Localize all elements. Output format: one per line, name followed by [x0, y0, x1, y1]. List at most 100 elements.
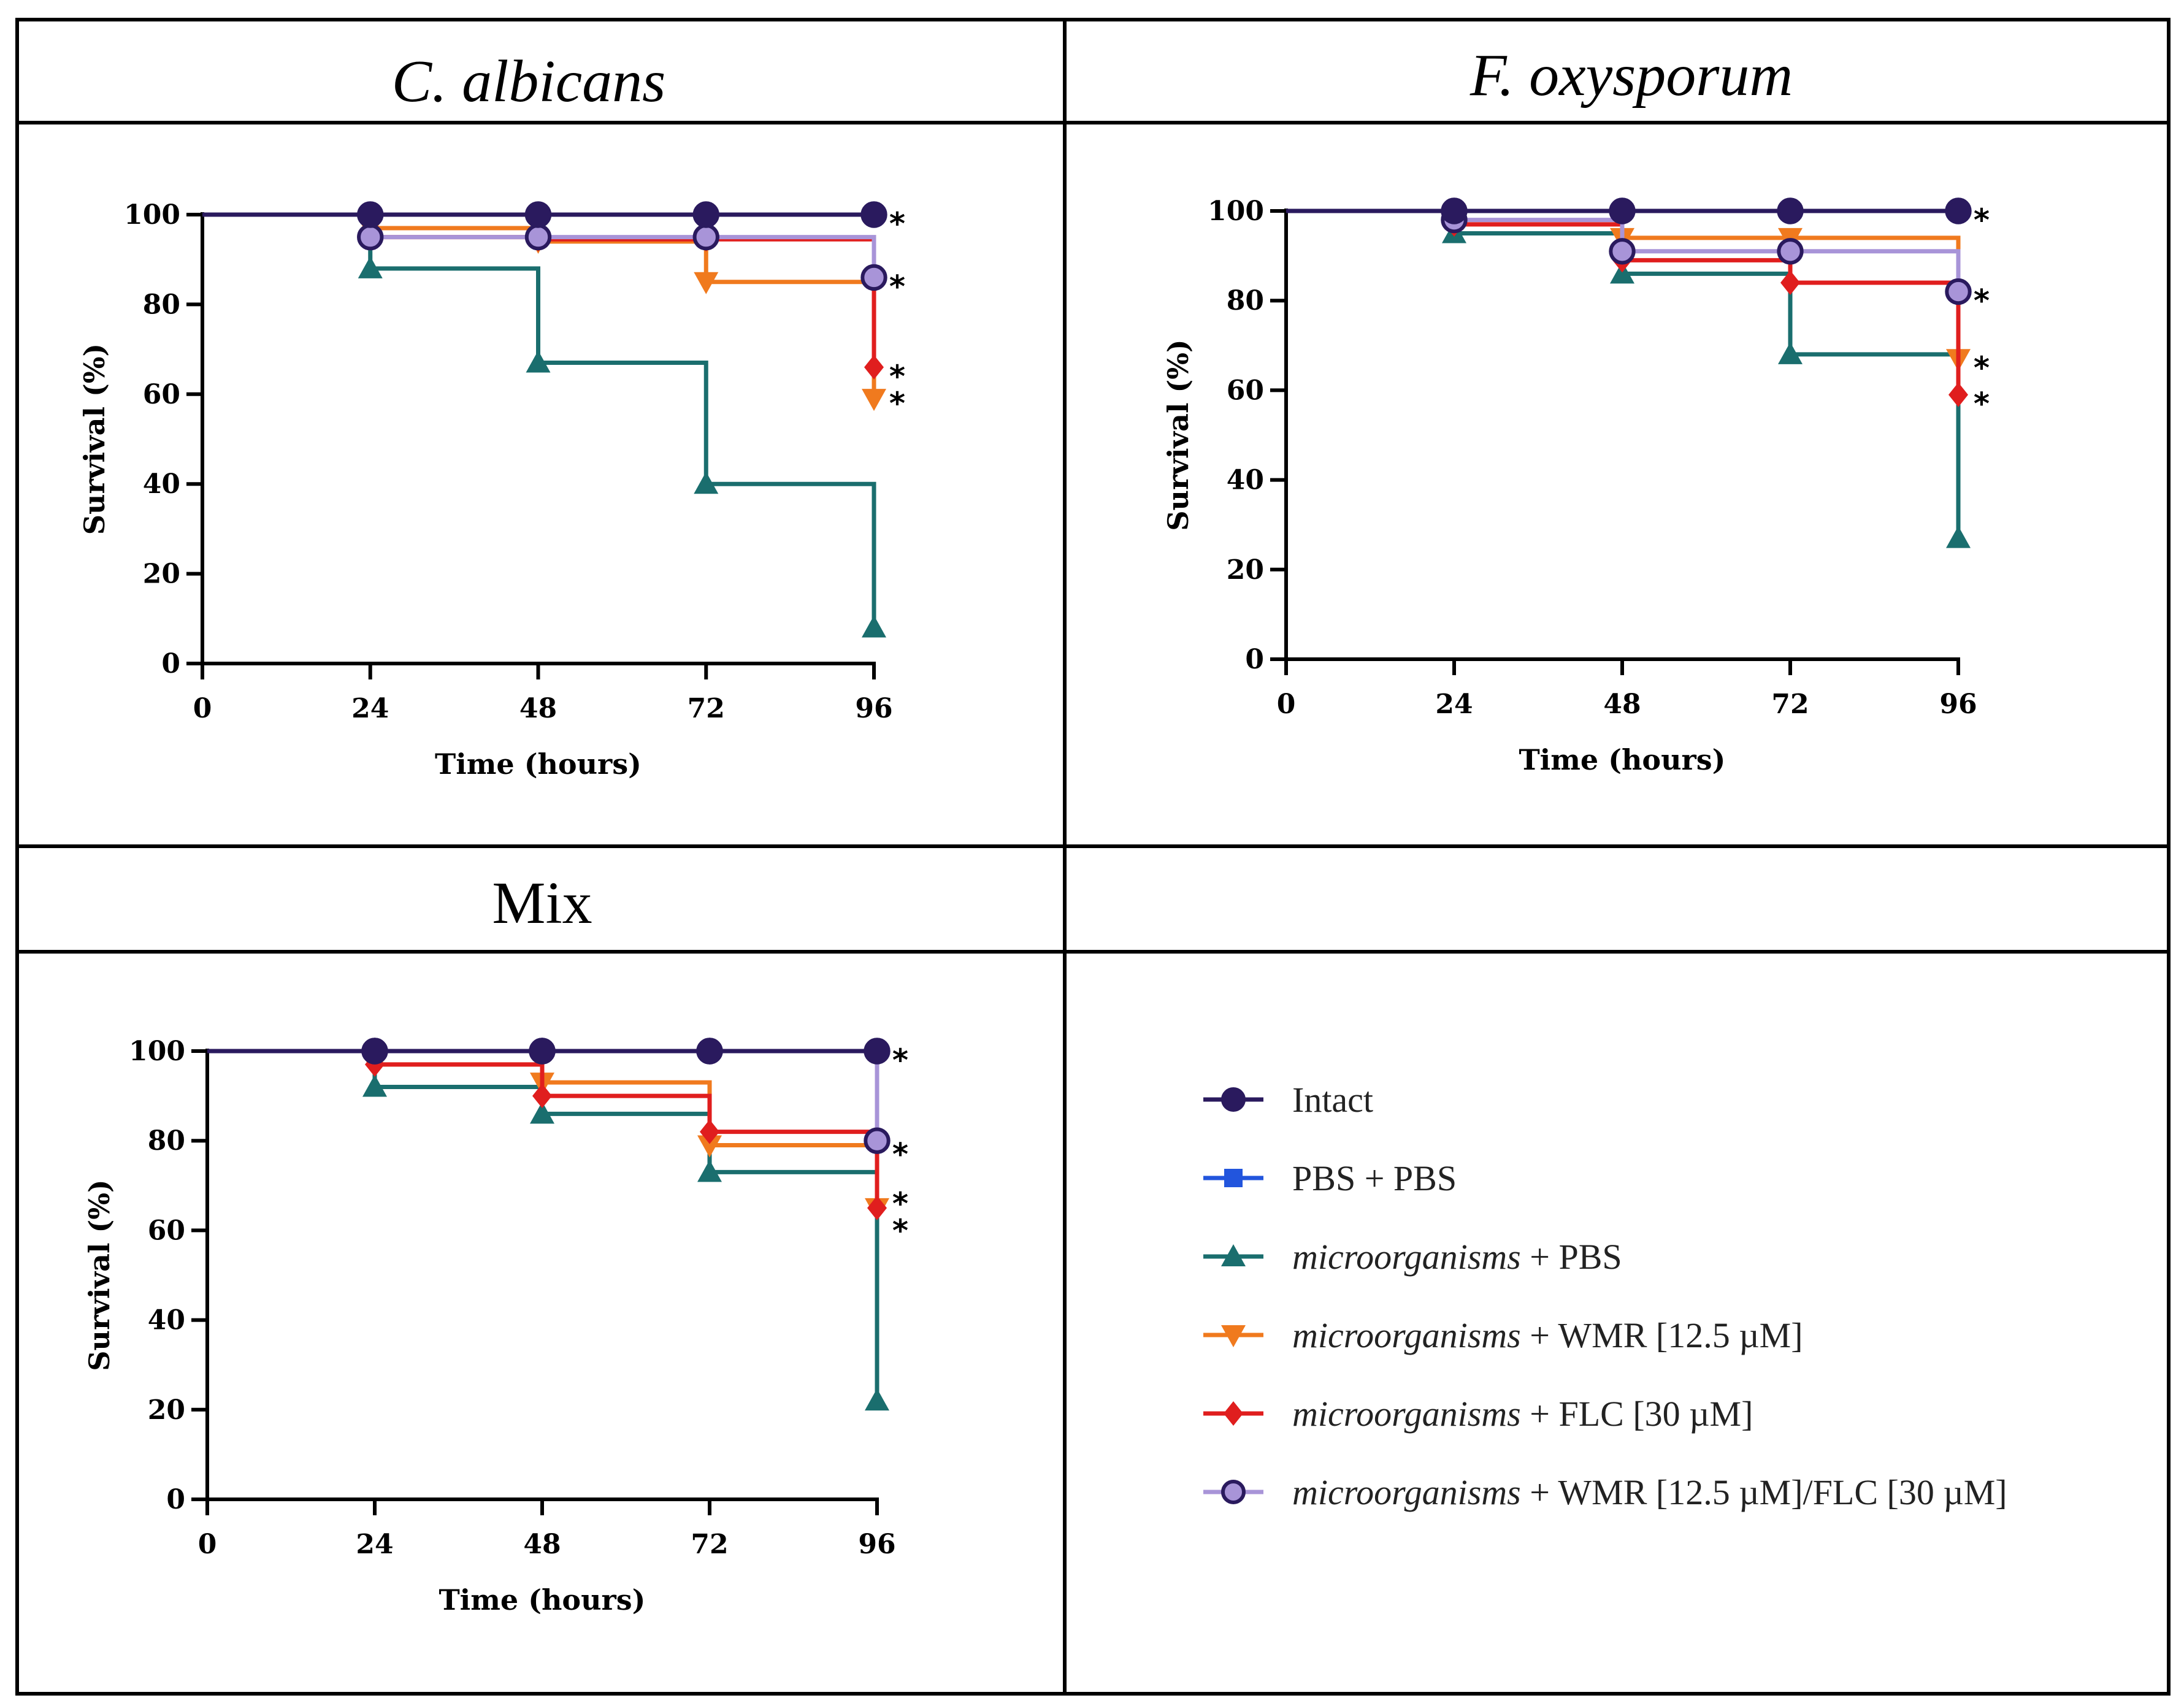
x-tick-label: 96	[1939, 689, 1977, 720]
data-point-intact	[860, 201, 887, 228]
data-point-micro_pbs	[694, 472, 719, 494]
x-tick-label: 0	[1277, 689, 1296, 720]
legend-label-text: PBS + PBS	[1292, 1158, 1457, 1198]
data-point-micro_wmr_flc	[692, 223, 719, 251]
y-tick-label: 80	[148, 1125, 185, 1157]
legend-label: microorganisms + FLC [30 µM]	[1292, 1394, 1753, 1434]
y-tick-label: 100	[1208, 196, 1264, 227]
x-tick-label: 72	[688, 693, 725, 724]
data-point-micro_pbs	[865, 1388, 889, 1411]
legend-square-icon	[1224, 1169, 1243, 1187]
legend-label-italic: microorganisms	[1292, 1315, 1521, 1355]
data-point-micro_flc	[532, 1084, 552, 1109]
legend-label-text: Intact	[1292, 1080, 1373, 1120]
legend-triangle-down-icon	[1221, 1325, 1246, 1347]
y-tick-label: 0	[161, 648, 180, 679]
x-axis-label: Time (hours)	[439, 1583, 646, 1616]
legend-item-micro_wmr: microorganisms + WMR [12.5 µM]	[1203, 1315, 1803, 1355]
data-point-micro_pbs	[358, 256, 383, 278]
panel-title-0: C. albicans	[392, 48, 665, 115]
data-point-micro_pbs	[530, 1101, 554, 1124]
significance-star: *	[1974, 350, 1990, 386]
legend-label: microorganisms + WMR [12.5 µM]/FLC [30 µ…	[1292, 1472, 2007, 1512]
chart-2: 0 20 40 60 80 100 0 24 48 72 96 Time (hours) Surviva…	[83, 1036, 908, 1616]
x-axis-label: Time (hours)	[1519, 743, 1726, 776]
legend-label-italic: microorganisms	[1292, 1472, 1521, 1512]
y-axis-label: Survival (%)	[83, 1179, 116, 1371]
series-intact	[1286, 197, 1972, 224]
significance-star: *	[892, 1186, 908, 1222]
significance-star: *	[889, 386, 905, 421]
x-tick-label: 0	[193, 693, 212, 724]
y-tick-label: 80	[143, 289, 180, 320]
legend-item-micro_flc: microorganisms + FLC [30 µM]	[1203, 1394, 1753, 1434]
legend-item-micro_wmr_flc: microorganisms + WMR [12.5 µM]/FLC [30 µ…	[1203, 1472, 2007, 1512]
panel-titles: C. albicans F. oxysporum Mix	[392, 42, 1793, 936]
x-tick-label: 72	[1771, 689, 1809, 720]
data-point-micro_flc	[864, 354, 884, 380]
legend-label-text: + PBS	[1521, 1237, 1622, 1277]
x-tick-label: 96	[858, 1529, 895, 1560]
legend-triangle-up-icon	[1221, 1244, 1246, 1266]
legend-label-italic: microorganisms	[1292, 1394, 1521, 1434]
y-tick-label: 80	[1227, 285, 1264, 316]
y-axis-label: Survival (%)	[1162, 339, 1195, 530]
legend-label-text: + FLC [30 µM]	[1521, 1394, 1753, 1434]
x-tick-label: 24	[1435, 689, 1473, 720]
data-point-micro_wmr_flc	[1609, 238, 1636, 265]
y-tick-label: 60	[1227, 375, 1264, 406]
series-intact	[207, 1038, 891, 1065]
data-point-micro_flc	[867, 1195, 887, 1220]
data-point-micro_pbs	[526, 350, 551, 373]
data-point-micro_wmr_flc	[1777, 238, 1804, 265]
data-point-micro_pbs	[697, 1160, 722, 1182]
x-tick-label: 24	[351, 693, 389, 724]
legend-label-italic: microorganisms	[1292, 1237, 1521, 1277]
legend-item-micro_pbs: microorganisms + PBS	[1203, 1237, 1622, 1277]
y-tick-label: 100	[129, 1036, 185, 1067]
data-point-micro_pbs	[1946, 526, 1971, 548]
chart-1: 0 20 40 60 80 100 0 24 48 72 96 Time (hours) Surviva…	[1162, 196, 1990, 776]
series-intact	[202, 201, 887, 228]
significance-star: *	[1974, 386, 1990, 422]
x-tick-label: 24	[356, 1529, 393, 1560]
y-tick-label: 0	[1245, 644, 1264, 675]
y-tick-label: 40	[148, 1305, 185, 1336]
legend-label-text: + WMR [12.5 µM]	[1521, 1315, 1803, 1355]
legend-label: microorganisms + WMR [12.5 µM]	[1292, 1315, 1803, 1355]
data-point-micro_wmr_flc	[357, 223, 384, 251]
data-point-micro_flc	[1780, 270, 1800, 295]
significance-star: *	[892, 1042, 908, 1078]
chart-0: 0 20 40 60 80 100 0 24 48 72 96 Time (hours) Surviva…	[78, 199, 905, 781]
data-point-intact	[1609, 197, 1636, 224]
data-point-micro_pbs	[1778, 342, 1803, 364]
legend-item-pbs_pbs: PBS + PBS	[1203, 1158, 1457, 1198]
x-tick-label: 48	[1603, 689, 1641, 720]
data-point-intact	[1945, 197, 1972, 224]
y-tick-label: 60	[143, 379, 180, 410]
x-tick-label: 96	[855, 693, 892, 724]
legend-item-intact: Intact	[1203, 1080, 1373, 1120]
data-point-intact	[696, 1038, 723, 1065]
y-tick-label: 20	[143, 559, 180, 590]
legend-label: microorganisms + PBS	[1292, 1237, 1622, 1277]
panel-grid-frame	[15, 18, 2171, 1696]
x-tick-label: 48	[523, 1529, 561, 1560]
outer-border	[15, 18, 2171, 1696]
significance-star: *	[892, 1137, 908, 1172]
data-point-intact	[357, 201, 384, 228]
data-point-intact	[1441, 197, 1468, 224]
panel-title-2: Mix	[492, 870, 592, 936]
data-point-micro_wmr_flc	[864, 1127, 891, 1154]
data-point-intact	[1777, 197, 1804, 224]
y-tick-label: 60	[148, 1215, 185, 1246]
data-point-micro_wmr_flc	[1945, 278, 1972, 305]
data-point-micro_wmr	[862, 389, 886, 411]
data-point-micro_pbs	[862, 615, 886, 638]
significance-star: *	[892, 1213, 908, 1249]
x-tick-label: 0	[198, 1529, 217, 1560]
x-tick-label: 72	[691, 1529, 728, 1560]
